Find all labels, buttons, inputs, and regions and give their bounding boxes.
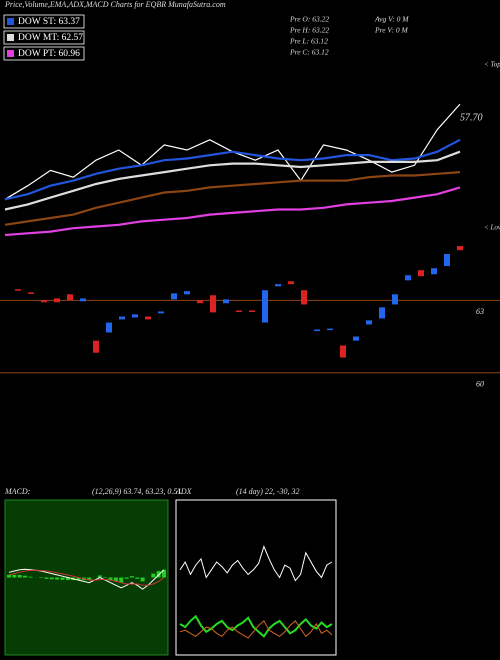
legend-swatch — [7, 34, 14, 41]
histogram-bar — [49, 577, 54, 580]
histogram-bar — [17, 574, 22, 578]
candle — [106, 322, 112, 333]
candle — [15, 289, 21, 291]
panel — [175, 499, 337, 656]
histogram-bar — [23, 575, 28, 578]
price-line — [4, 138, 461, 201]
price-line — [4, 150, 461, 211]
candle — [236, 310, 242, 312]
candle — [457, 246, 463, 251]
candle — [223, 299, 229, 304]
annotation: < Lows — [484, 224, 500, 232]
candle — [145, 316, 151, 320]
candle — [158, 311, 164, 314]
candle — [379, 307, 385, 319]
info-text: Pre H: 63.22 — [289, 26, 329, 35]
histogram-bar — [65, 577, 70, 581]
candle — [28, 292, 34, 294]
histogram-bar — [108, 577, 113, 581]
info-text: Pre C: 63.12 — [289, 48, 329, 57]
panel-label: ADX — [175, 487, 193, 496]
candle — [405, 275, 411, 281]
histogram-bar — [162, 569, 166, 578]
candle — [366, 320, 372, 325]
price-line — [4, 186, 461, 237]
candle — [340, 345, 346, 358]
histogram-bar — [28, 576, 33, 578]
candle — [301, 290, 307, 305]
price-line — [4, 171, 461, 226]
info-text: Pre O: 63.22 — [289, 15, 329, 24]
candle — [80, 298, 86, 302]
panel-title: (12,26,9) 63.74, 63.23, 0.51 — [92, 487, 181, 496]
candle — [184, 291, 190, 295]
candle — [392, 294, 398, 305]
adx-line — [179, 545, 333, 582]
candle — [249, 310, 255, 312]
candle — [132, 314, 138, 318]
histogram-bar — [140, 577, 145, 582]
legend-label: DOW MT: 62.57 — [18, 33, 83, 43]
macd-line — [8, 569, 165, 586]
candle — [67, 294, 73, 301]
candle — [93, 340, 99, 353]
candle — [262, 290, 268, 323]
legend-label: DOW ST: 63.37 — [18, 17, 80, 27]
adx-line — [179, 614, 333, 638]
panel-label: MACD: — [4, 487, 31, 496]
candle — [275, 284, 281, 287]
histogram-bar — [119, 577, 124, 583]
histogram-bar — [60, 577, 65, 580]
candle — [41, 300, 47, 303]
candle — [210, 295, 216, 313]
histogram-bar — [113, 577, 118, 582]
candle — [288, 281, 294, 285]
histogram-bar — [7, 574, 11, 578]
info-text: Pre V: 0 M — [374, 26, 409, 35]
legend-box — [3, 30, 85, 45]
histogram-bar — [55, 577, 60, 580]
info-text: Avg V: 0 M — [374, 15, 409, 24]
annotation: 57.70 — [460, 112, 483, 123]
histogram-bar — [44, 577, 49, 579]
candle — [171, 293, 177, 300]
histogram-bar — [87, 577, 92, 581]
panel-title: (14 day) 22, -30, 32 — [236, 487, 300, 496]
y-tick-label: 63 — [476, 307, 484, 316]
candle — [353, 336, 359, 341]
histogram-bar — [97, 575, 102, 578]
chart-title: Price,Volume,EMA,ADX,MACD Charts for EQB… — [4, 0, 226, 9]
legend-box — [3, 46, 85, 61]
histogram-bar — [129, 576, 134, 578]
candle — [119, 316, 125, 320]
candle — [314, 329, 320, 332]
histogram-bar — [151, 573, 156, 578]
legend-swatch — [7, 18, 14, 25]
histogram-bar — [124, 577, 129, 579]
histogram-bar — [135, 577, 140, 579]
candle — [54, 298, 60, 303]
info-text: Pre L: 63.12 — [289, 37, 328, 46]
legend-swatch — [7, 50, 14, 57]
candle — [418, 270, 424, 277]
candle — [444, 254, 450, 267]
y-tick-label: 60 — [476, 380, 484, 389]
legend-box — [3, 14, 85, 29]
adx-line — [179, 620, 333, 639]
histogram-bar — [12, 574, 17, 578]
histogram-bar — [76, 577, 81, 581]
histogram-bar — [39, 577, 44, 579]
candle — [197, 300, 203, 304]
candle — [327, 328, 333, 331]
candle — [431, 268, 437, 275]
annotation: < Tops — [484, 61, 500, 69]
legend-label: DOW PT: 60.96 — [18, 49, 80, 59]
histogram-bar — [103, 577, 108, 579]
